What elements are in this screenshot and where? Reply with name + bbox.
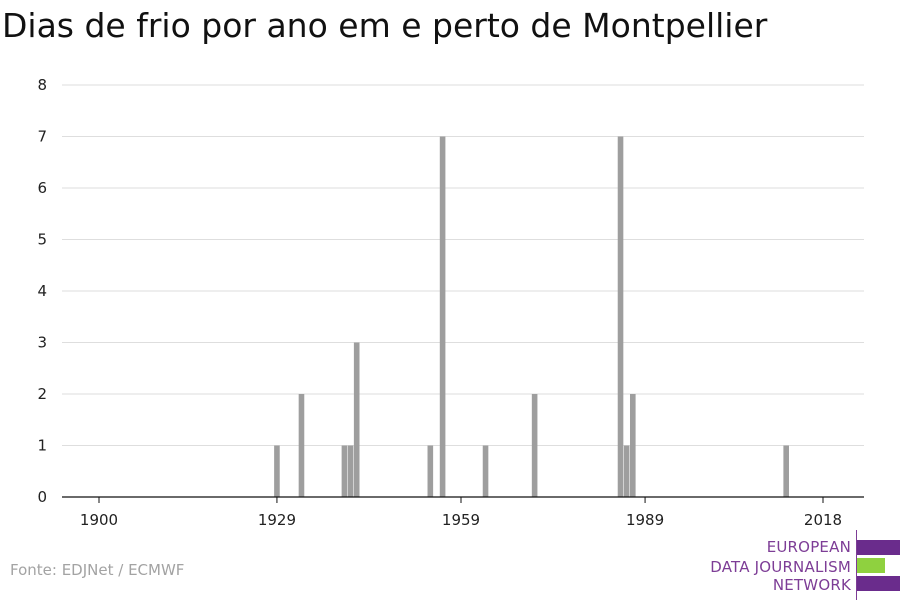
- x-tick-label: 1929: [258, 511, 296, 529]
- bars: [274, 136, 789, 497]
- y-tick-label: 6: [37, 179, 47, 197]
- y-tick-label: 7: [37, 128, 47, 146]
- y-tick-label: 2: [37, 385, 47, 403]
- logo-bar-top: [857, 540, 900, 555]
- logo-text-data-journalism: DATA JOURNALISM: [710, 558, 851, 576]
- x-tick-label: 2018: [804, 511, 842, 529]
- y-tick-label: 5: [37, 231, 47, 249]
- bar: [353, 342, 360, 497]
- logo-text-network: NETWORK: [772, 576, 851, 594]
- edjnet-logo: EUROPEAN DATA JOURNALISM NETWORK: [700, 528, 900, 600]
- bar: [629, 394, 636, 497]
- bar: [617, 136, 624, 497]
- logo-divider: [856, 530, 857, 600]
- bar: [427, 445, 434, 497]
- y-tick-label: 0: [37, 488, 47, 506]
- bar: [298, 394, 305, 497]
- bar: [439, 136, 446, 497]
- x-axis: 1900 1929 1959 1989 2018: [62, 496, 864, 529]
- chart-title: Dias de frio por ano em e perto de Montp…: [2, 6, 768, 45]
- logo-text-european: EUROPEAN: [766, 538, 851, 556]
- bar: [531, 394, 538, 497]
- bar-chart: 0 1 2 3 4 5 6 7 8 1900 1929 1959 1989 2018: [37, 76, 864, 529]
- x-tick-label: 1989: [626, 511, 664, 529]
- y-axis-tick-labels: 0 1 2 3 4 5 6 7 8: [37, 76, 47, 506]
- x-tick-label: 1900: [80, 511, 118, 529]
- bar: [347, 445, 354, 497]
- bar: [623, 445, 630, 497]
- grid-lines: [62, 84, 864, 446]
- bar: [783, 445, 789, 497]
- source-note: Fonte: EDJNet / ECMWF: [10, 561, 185, 579]
- bar: [341, 445, 348, 497]
- y-tick-label: 8: [37, 76, 47, 94]
- y-tick-label: 1: [37, 437, 47, 455]
- x-tick-label: 1959: [442, 511, 480, 529]
- bar: [274, 445, 280, 497]
- y-tick-label: 3: [37, 334, 47, 352]
- logo-bar-bottom: [857, 576, 900, 591]
- logo-bar-middle: [857, 558, 885, 573]
- bar: [482, 445, 489, 497]
- y-tick-label: 4: [37, 282, 47, 300]
